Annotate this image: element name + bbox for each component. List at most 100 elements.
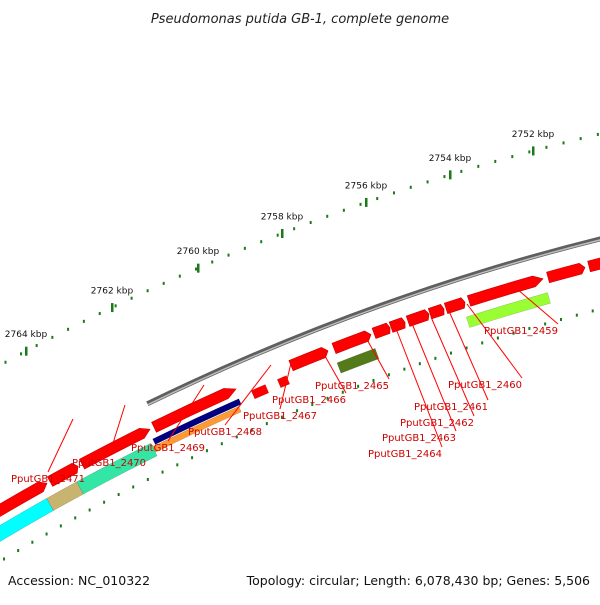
- gene-leader-line: [394, 325, 443, 448]
- inner-scale-dot: [403, 367, 406, 371]
- gene-label: PputGB1_2463: [382, 433, 456, 444]
- gene-label: PputGB1_2461: [414, 402, 488, 413]
- major-tick: [532, 146, 535, 156]
- outer-scale-dot: [342, 208, 345, 212]
- outer-scale-dot: [326, 214, 329, 218]
- outer-scale-dot: [494, 159, 497, 163]
- inner-scale-dot: [250, 428, 253, 432]
- gene-arrow: [0, 481, 48, 517]
- major-tick: [365, 197, 368, 207]
- inner-scale-dot: [512, 331, 515, 335]
- outer-scale-dot: [545, 145, 548, 149]
- backbone-layer: [146, 236, 600, 407]
- gene-arrow: [427, 304, 445, 320]
- outer-scale-dot: [562, 141, 565, 145]
- major-tick: [449, 170, 452, 180]
- gene-leader-line: [448, 310, 489, 401]
- genome-backbone: [146, 236, 600, 407]
- outer-scale-dot: [98, 312, 101, 316]
- inner-scale-dot: [103, 500, 106, 504]
- inner-scale-dot: [465, 346, 468, 350]
- outer-scale-dot: [376, 197, 379, 201]
- inner-scale-dot: [265, 422, 268, 426]
- outer-scale-dot: [178, 274, 181, 278]
- outer-scale-dot: [309, 220, 312, 224]
- outer-scale-dot: [443, 175, 446, 179]
- inner-scale-dot: [296, 409, 299, 413]
- gene-label: PputGB1_2464: [368, 449, 442, 460]
- inner-scale-dot: [191, 456, 194, 460]
- inner-scale-dot: [559, 318, 562, 322]
- gene-arrow: [388, 317, 406, 333]
- inner-scale-dot: [176, 463, 179, 467]
- kbp-tick-label: 2758 kbp: [261, 212, 304, 222]
- gene-label: PputGB1_2466: [272, 395, 346, 406]
- inner-scale-dot: [17, 549, 20, 553]
- feature-band-cyan: [0, 498, 54, 542]
- inner-scale-dot: [31, 540, 34, 544]
- major-tick: [111, 303, 114, 313]
- gene-arrow: [466, 275, 544, 307]
- outer-scale-dot: [293, 227, 296, 231]
- feature-band-teal: [76, 442, 158, 495]
- feature-layer: [0, 292, 551, 542]
- outer-scale-dot: [67, 327, 70, 331]
- feature-band-orange: [152, 406, 242, 453]
- inner-scale-dot: [74, 516, 77, 520]
- inner-scale-dot: [575, 313, 578, 317]
- outer-scale-dot: [426, 180, 429, 184]
- outer-scale-dot: [460, 169, 463, 173]
- topology-text: Topology: circular; Length: 6,078,430 bp…: [246, 573, 590, 588]
- gene-arrow: [46, 462, 79, 487]
- gene-arrow: [371, 322, 391, 339]
- gene-label: PputGB1_2470: [72, 458, 146, 469]
- gene-label: PputGB1_2469: [131, 443, 205, 454]
- kbp-tick-label: 2752 kbp: [512, 130, 555, 140]
- inner-scale-dot: [88, 508, 91, 512]
- gene-leader-line: [516, 288, 559, 325]
- inner-scale-dot: [357, 384, 360, 388]
- genome-backbone-highlight: [147, 239, 600, 406]
- inner-scale-dot: [205, 449, 208, 453]
- outer-scale-dot: [4, 360, 7, 364]
- kbp-tick-label: 2760 kbp: [177, 247, 220, 257]
- gene-label: PputGB1_2468: [188, 427, 262, 438]
- feature-band-olive: [336, 348, 380, 374]
- inner-scale-dot: [146, 477, 149, 481]
- gene-arrow: [587, 257, 600, 273]
- gene-label: PputGB1_2462: [400, 418, 474, 429]
- major-tick: [281, 228, 284, 238]
- kbp-tick-label: 2756 kbp: [345, 181, 388, 191]
- major-tick: [197, 263, 200, 273]
- inner-scale-dot: [132, 485, 135, 489]
- gene-label: PputGB1_2471: [11, 474, 85, 485]
- outer-scale-dot: [35, 344, 38, 348]
- kbp-tick-label: 2754 kbp: [429, 154, 472, 164]
- inner-scale-dot: [280, 415, 283, 419]
- tick-layer: 2752 kbp 2754 kbp 2756 kbp 2758 kbp 2760 kbp…: [3, 130, 599, 561]
- inner-scale-dot: [481, 341, 484, 345]
- outer-scale-dot: [195, 267, 198, 271]
- gene-arrow: [405, 309, 430, 327]
- gene-label: PputGB1_2459: [484, 326, 558, 337]
- outer-scale-dot: [146, 289, 149, 293]
- gene-layer: [0, 257, 600, 517]
- gene-arrow: [79, 428, 151, 470]
- gene-arrow: [276, 375, 291, 389]
- gene-leader-line: [466, 303, 523, 379]
- feature-band-khaki: [46, 481, 84, 511]
- inner-scale-dot: [434, 356, 437, 360]
- gene-arrow: [443, 297, 466, 314]
- gene-leader-line: [108, 404, 126, 457]
- inner-scale-dot: [591, 309, 594, 313]
- outer-scale-dot: [511, 155, 514, 159]
- inner-scale-dot: [326, 396, 329, 400]
- kbp-tick-label: 2764 kbp: [5, 330, 48, 340]
- inner-scale-dot: [387, 373, 390, 377]
- gene-label: PputGB1_2465: [315, 381, 389, 392]
- inner-scale-dot: [235, 435, 238, 439]
- inner-scale-dot: [496, 336, 499, 340]
- gene-arrow: [151, 388, 237, 433]
